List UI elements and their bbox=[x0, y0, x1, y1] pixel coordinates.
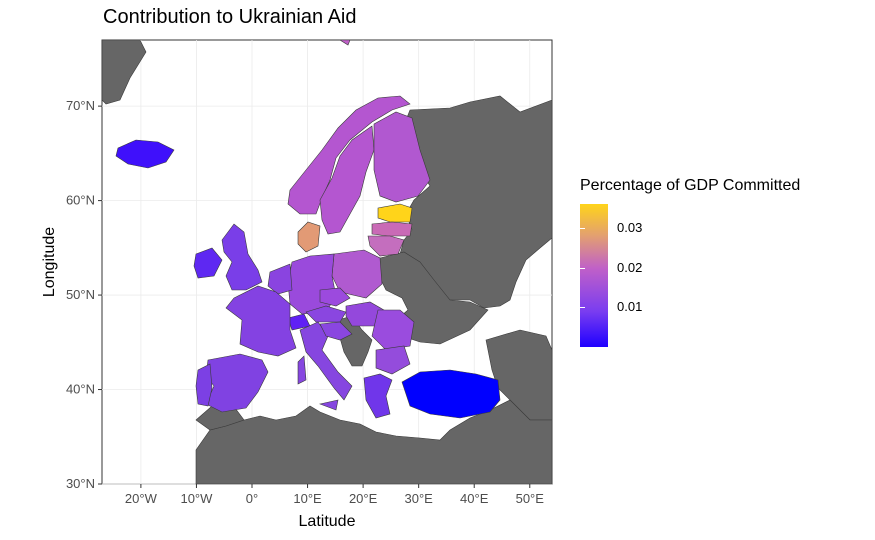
legend-colorbar bbox=[580, 204, 608, 347]
country-portugal bbox=[195, 363, 213, 407]
country-sicily bbox=[318, 399, 339, 411]
y-axis-title: Longitude bbox=[41, 227, 58, 297]
country-bulgaria bbox=[375, 345, 411, 375]
x-tick-label: 20°W bbox=[125, 491, 158, 506]
country-czechia bbox=[319, 287, 351, 307]
country-denmark bbox=[297, 221, 321, 253]
y-tick-label: 60°N bbox=[66, 193, 95, 208]
country-estonia bbox=[377, 203, 413, 223]
country-croatia-slovenia bbox=[319, 321, 353, 341]
x-tick-label: 40°E bbox=[460, 491, 489, 506]
legend-tick-label: 0.01 bbox=[617, 299, 643, 315]
x-tick-label: 50°E bbox=[516, 491, 545, 506]
country-latvia bbox=[371, 221, 413, 237]
x-tick-label: 20°E bbox=[349, 491, 378, 506]
x-tick-label: 0° bbox=[246, 491, 258, 506]
country-turkey bbox=[401, 369, 501, 419]
x-axis: 20°W 10°W 0° 10°E 20°E 30°E 40°E 50°E bbox=[125, 484, 544, 506]
country-poland bbox=[331, 249, 383, 299]
svalbard-land bbox=[338, 39, 351, 46]
country-sweden bbox=[319, 125, 375, 235]
country-uk bbox=[221, 223, 263, 291]
country-germany bbox=[287, 253, 337, 315]
chart-title: Contribution to Ukrainian Aid bbox=[103, 6, 357, 28]
country-france bbox=[225, 285, 297, 357]
country-norway bbox=[287, 95, 411, 215]
country-sardinia-corsica bbox=[297, 355, 307, 385]
legend-tick-label: 0.02 bbox=[617, 259, 643, 275]
country-finland bbox=[373, 111, 431, 203]
country-lithuania bbox=[367, 235, 405, 257]
x-tick-label: 10°W bbox=[180, 491, 213, 506]
y-tick-label: 30°N bbox=[66, 476, 95, 491]
legend-tick-mark bbox=[580, 307, 585, 309]
y-axis: 70°N 60°N 50°N 40°N 30°N bbox=[66, 98, 102, 491]
x-axis-title: Latitude bbox=[299, 513, 356, 530]
y-tick-label: 50°N bbox=[66, 287, 95, 302]
country-romania bbox=[371, 309, 415, 351]
legend-tick-mark bbox=[580, 267, 585, 269]
legend-tick-label: 0.03 bbox=[617, 219, 643, 235]
country-ireland bbox=[193, 247, 223, 279]
legend-title: Percentage of GDP Committed bbox=[580, 177, 801, 194]
x-tick-label: 30°E bbox=[404, 491, 433, 506]
greenland-land bbox=[101, 39, 147, 105]
legend-tick-mark bbox=[580, 227, 585, 229]
country-austria bbox=[305, 305, 347, 323]
y-tick-label: 70°N bbox=[66, 98, 95, 113]
country-netherlands-belgium bbox=[267, 263, 293, 295]
russia-land bbox=[399, 95, 553, 309]
x-tick-label: 10°E bbox=[293, 491, 322, 506]
y-tick-label: 40°N bbox=[66, 382, 95, 397]
country-greece bbox=[363, 373, 393, 419]
country-iceland bbox=[115, 139, 175, 169]
land-layer bbox=[101, 39, 553, 485]
